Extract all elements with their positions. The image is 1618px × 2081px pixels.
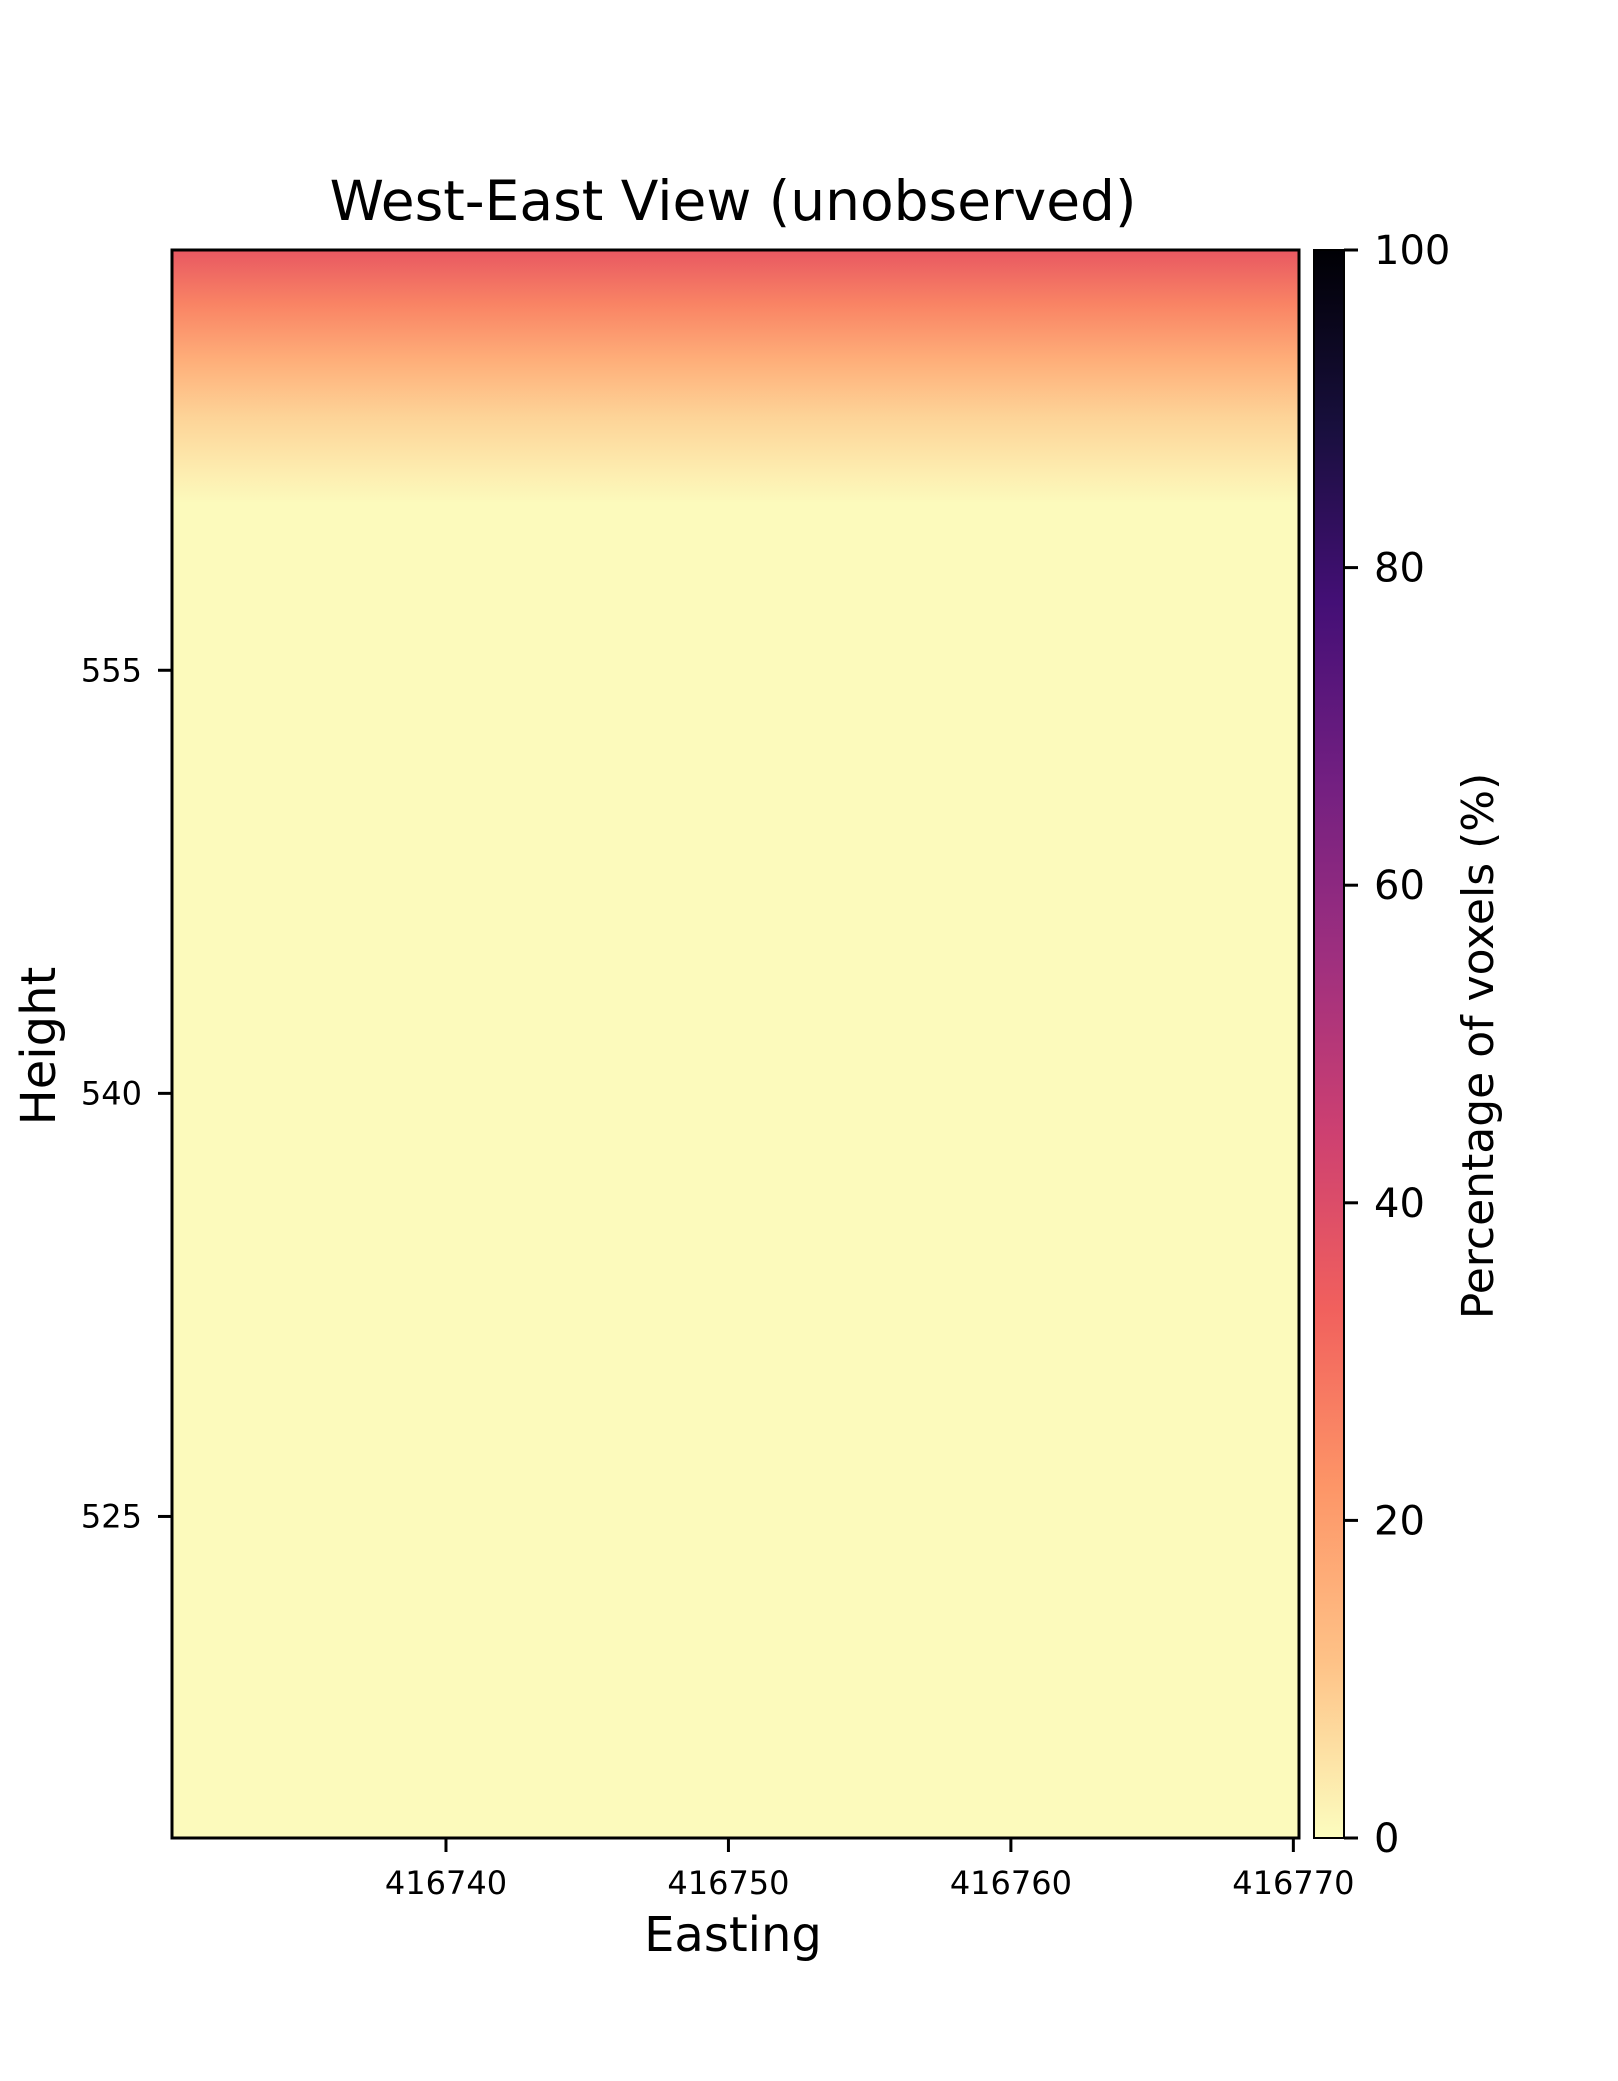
x-axis: 416740 416750 416760 416770: [385, 1838, 1354, 1902]
y-tick-label: 540: [81, 1074, 142, 1112]
x-axis-label: Easting: [644, 1907, 822, 1963]
colorbar-tick-label: 60: [1374, 863, 1425, 909]
x-tick-label: 416740: [385, 1864, 507, 1902]
colorbar-scale: [1314, 250, 1344, 1838]
colorbar-tick-label: 0: [1374, 1816, 1399, 1862]
chart-title: West-East View (unobserved): [330, 169, 1137, 233]
y-tick-label: 555: [81, 651, 142, 689]
colorbar-tick-label: 40: [1374, 1181, 1425, 1227]
colorbar-tick-label: 80: [1374, 546, 1425, 592]
heatmap-image: [172, 250, 1299, 1838]
plot-frame: [170, 248, 1301, 1840]
y-axis: 525 540 555: [81, 651, 172, 1535]
x-tick-label: 416770: [1232, 1864, 1354, 1902]
colorbar-tick-label: 100: [1374, 228, 1450, 274]
colorbar-ticks: 0 20 40 60 80 100: [1344, 228, 1450, 1862]
x-tick-label: 416760: [950, 1864, 1072, 1902]
colorbar-tick-label: 20: [1374, 1498, 1425, 1544]
colorbar: 0 20 40 60 80 100 Percentage of voxels (%): [1313, 228, 1504, 1862]
colorbar-frame: [1313, 249, 1345, 1839]
y-axis-label: Height: [11, 967, 67, 1126]
x-tick-label: 416750: [667, 1864, 789, 1902]
y-tick-label: 525: [81, 1497, 142, 1535]
colorbar-label: Percentage of voxels (%): [1453, 773, 1504, 1320]
plot-area: [170, 248, 1301, 1840]
